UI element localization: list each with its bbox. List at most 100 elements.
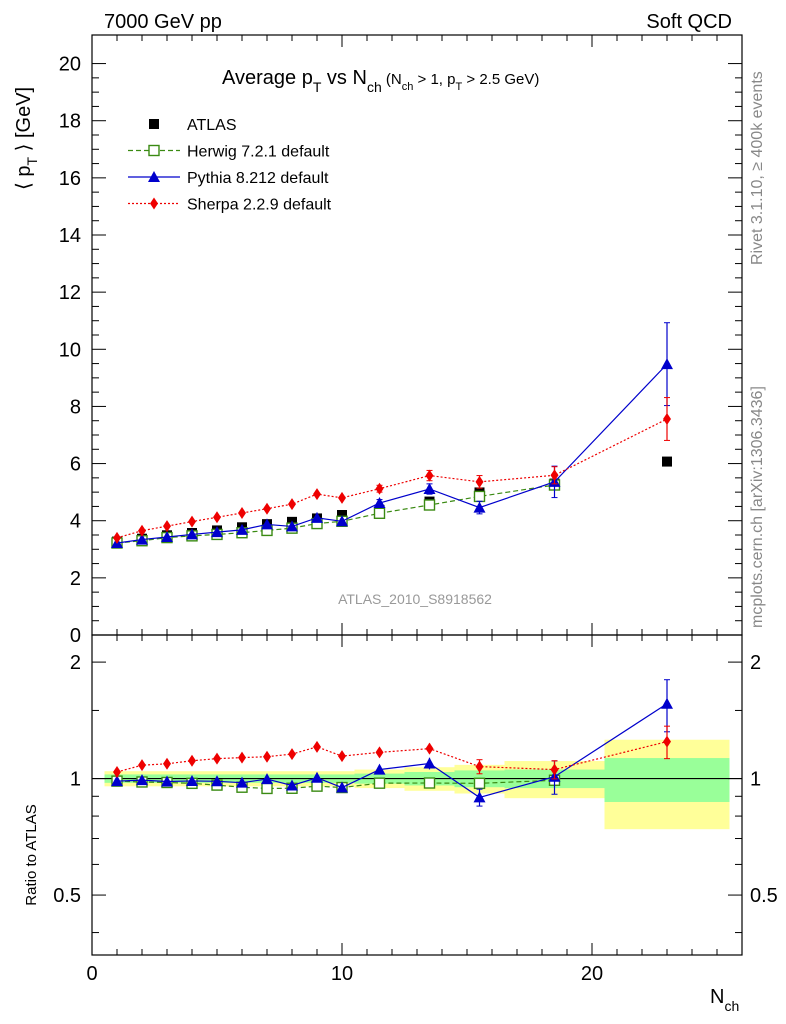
header-right: Soft QCD xyxy=(646,11,732,33)
xlabel-main: N xyxy=(710,986,724,1008)
legend-marker xyxy=(149,119,159,129)
main-data-point xyxy=(338,491,346,504)
main-data-point xyxy=(475,475,484,488)
x-axis-label: Nch xyxy=(710,986,739,1014)
title-part-b: vs N xyxy=(321,67,367,89)
title-part-a: Average p xyxy=(222,67,313,89)
ratio-data-point xyxy=(473,777,486,790)
main-data-point xyxy=(113,531,121,544)
y-tick-label: 4 xyxy=(70,511,81,533)
analysis-watermark: ATLAS_2010_S8918562 xyxy=(338,591,492,607)
ratio-data-point xyxy=(236,776,248,788)
ratio-data-point xyxy=(261,782,273,795)
main-data-point xyxy=(186,528,198,540)
main-data-point xyxy=(311,511,323,523)
ratio-data-point xyxy=(113,765,121,778)
legend-marker xyxy=(148,144,160,157)
ratio-data-point xyxy=(663,735,671,748)
ratio-panel: 0 10 20 0.5 0.5 1 1 2 2 xyxy=(53,634,778,985)
ylabel-sub: T xyxy=(24,157,40,166)
main-data-point xyxy=(550,469,559,482)
main-data-point xyxy=(473,501,486,513)
x-tick-label: 0 xyxy=(86,963,97,985)
main-data-point xyxy=(261,518,273,530)
main-data-point xyxy=(211,526,223,538)
main-data-point xyxy=(263,502,271,515)
ratio-series-line xyxy=(116,779,555,790)
ratio-data-point xyxy=(286,779,298,791)
main-series-line xyxy=(116,418,668,539)
ratio-data-point xyxy=(336,781,348,793)
main-data-point xyxy=(663,413,671,425)
y-tick-label: 12 xyxy=(59,282,81,304)
main-data-point xyxy=(288,498,296,511)
ratio-y-axis-label: Ratio to ATLAS xyxy=(23,804,40,905)
ratio-band-inner xyxy=(604,758,730,802)
y-tick-label: 10 xyxy=(59,339,81,361)
chart-title: Average pT vs Nch (Nch > 1, pT > 2.5 GeV… xyxy=(222,67,539,95)
ratio-data-point xyxy=(473,791,486,803)
main-data-point xyxy=(161,531,173,542)
ratio-data-point xyxy=(313,740,321,753)
ratio-data-point xyxy=(423,777,436,789)
ylabel-pre: ⟨ p xyxy=(13,166,35,190)
main-panel: 0 2 4 6 8 10 12 14 16 18 20 xyxy=(59,34,743,647)
ratio-y-tick-label-right: 0.5 xyxy=(750,885,778,907)
ratio-data-point xyxy=(111,775,123,787)
legend-label: ATLAS xyxy=(187,117,237,134)
ratio-data-point xyxy=(475,760,484,773)
legend-marker xyxy=(150,197,158,210)
legend-marker xyxy=(148,171,160,182)
ratio-data-point xyxy=(213,752,221,765)
y-tick-label: 16 xyxy=(59,168,81,190)
title-paren-c: > 2.5 GeV) xyxy=(462,71,539,88)
ratio-data-point xyxy=(373,777,386,789)
ratio-y-tick-label: 1 xyxy=(70,769,81,791)
main-data-point xyxy=(337,510,347,520)
ratio-data-point xyxy=(138,759,146,772)
header-left: 7000 GeV pp xyxy=(104,11,222,33)
ratio-data-point xyxy=(186,774,198,786)
main-data-point xyxy=(313,488,321,501)
ratio-data-point xyxy=(373,763,386,775)
title-paren-sub-a: ch xyxy=(402,81,414,93)
legend-label: Sherpa 2.2.9 default xyxy=(187,197,332,214)
title-paren-b: > 1, p xyxy=(413,71,455,88)
title-paren-sub-b: T xyxy=(455,81,462,93)
main-data-point xyxy=(423,499,436,511)
rivet-label: Rivet 3.1.10, ≥ 400k events xyxy=(749,71,766,265)
y-tick-label: 8 xyxy=(70,396,81,418)
y-tick-label: 18 xyxy=(59,111,81,133)
mcplots-label: mcplots.cern.ch [arXiv:1306.3436] xyxy=(749,386,766,628)
main-data-point xyxy=(373,497,386,508)
legend: ATLAS Herwig 7.2.1 default Pythia 8.212 de… xyxy=(128,117,332,214)
main-series-line xyxy=(116,484,555,544)
y-tick-label: 0 xyxy=(70,625,81,647)
main-data-point xyxy=(473,490,486,503)
x-tick-label: 10 xyxy=(331,963,353,985)
y-tick-label: 6 xyxy=(70,454,81,476)
title-sub-b: ch xyxy=(367,79,382,95)
ratio-data-point xyxy=(425,742,434,755)
main-data-point xyxy=(336,515,348,527)
ratio-data-point xyxy=(188,754,196,767)
ratio-data-point xyxy=(161,775,173,787)
ylabel-post: ⟩ [GeV] xyxy=(13,87,35,157)
main-data-point xyxy=(136,533,148,545)
main-data-point xyxy=(236,523,248,535)
main-data-point xyxy=(661,358,673,370)
main-data-point xyxy=(423,483,436,494)
legend-label: Pythia 8.212 default xyxy=(187,170,329,187)
ratio-data-point xyxy=(211,775,223,787)
ratio-data-point xyxy=(136,774,148,786)
main-data-point xyxy=(425,469,434,482)
ratio-data-point xyxy=(550,763,559,776)
ratio-data-point xyxy=(375,746,384,759)
main-data-point xyxy=(662,456,672,467)
main-y-axis-label: ⟨ pT ⟩ [GeV] xyxy=(13,87,40,190)
main-series-line xyxy=(116,363,668,544)
ratio-y-tick-label: 0.5 xyxy=(53,885,81,907)
ratio-data-point xyxy=(163,757,171,770)
legend-label: Herwig 7.2.1 default xyxy=(187,144,330,161)
